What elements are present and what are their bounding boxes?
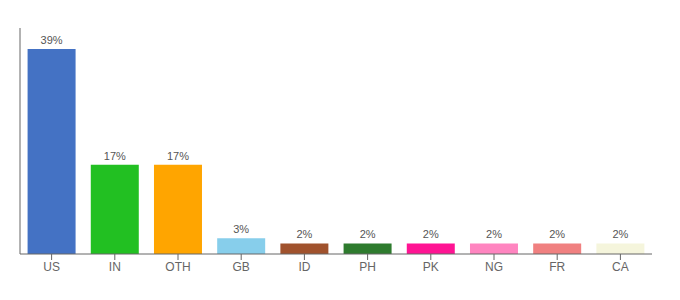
svg-text:2%: 2% [486,228,502,240]
svg-text:US: US [43,260,60,274]
svg-text:CA: CA [612,260,629,274]
svg-text:PK: PK [423,260,439,274]
svg-text:2%: 2% [360,228,376,240]
svg-text:PH: PH [359,260,376,274]
svg-text:ID: ID [298,260,310,274]
svg-text:OTH: OTH [165,260,190,274]
svg-text:2%: 2% [612,228,628,240]
svg-text:IN: IN [109,260,121,274]
svg-text:NG: NG [485,260,503,274]
svg-text:2%: 2% [296,228,312,240]
svg-text:2%: 2% [549,228,565,240]
svg-text:FR: FR [549,260,565,274]
svg-text:17%: 17% [104,150,126,162]
svg-text:2%: 2% [423,228,439,240]
svg-text:3%: 3% [233,223,249,235]
svg-text:39%: 39% [41,34,63,46]
svg-text:17%: 17% [167,150,189,162]
svg-text:GB: GB [233,260,250,274]
